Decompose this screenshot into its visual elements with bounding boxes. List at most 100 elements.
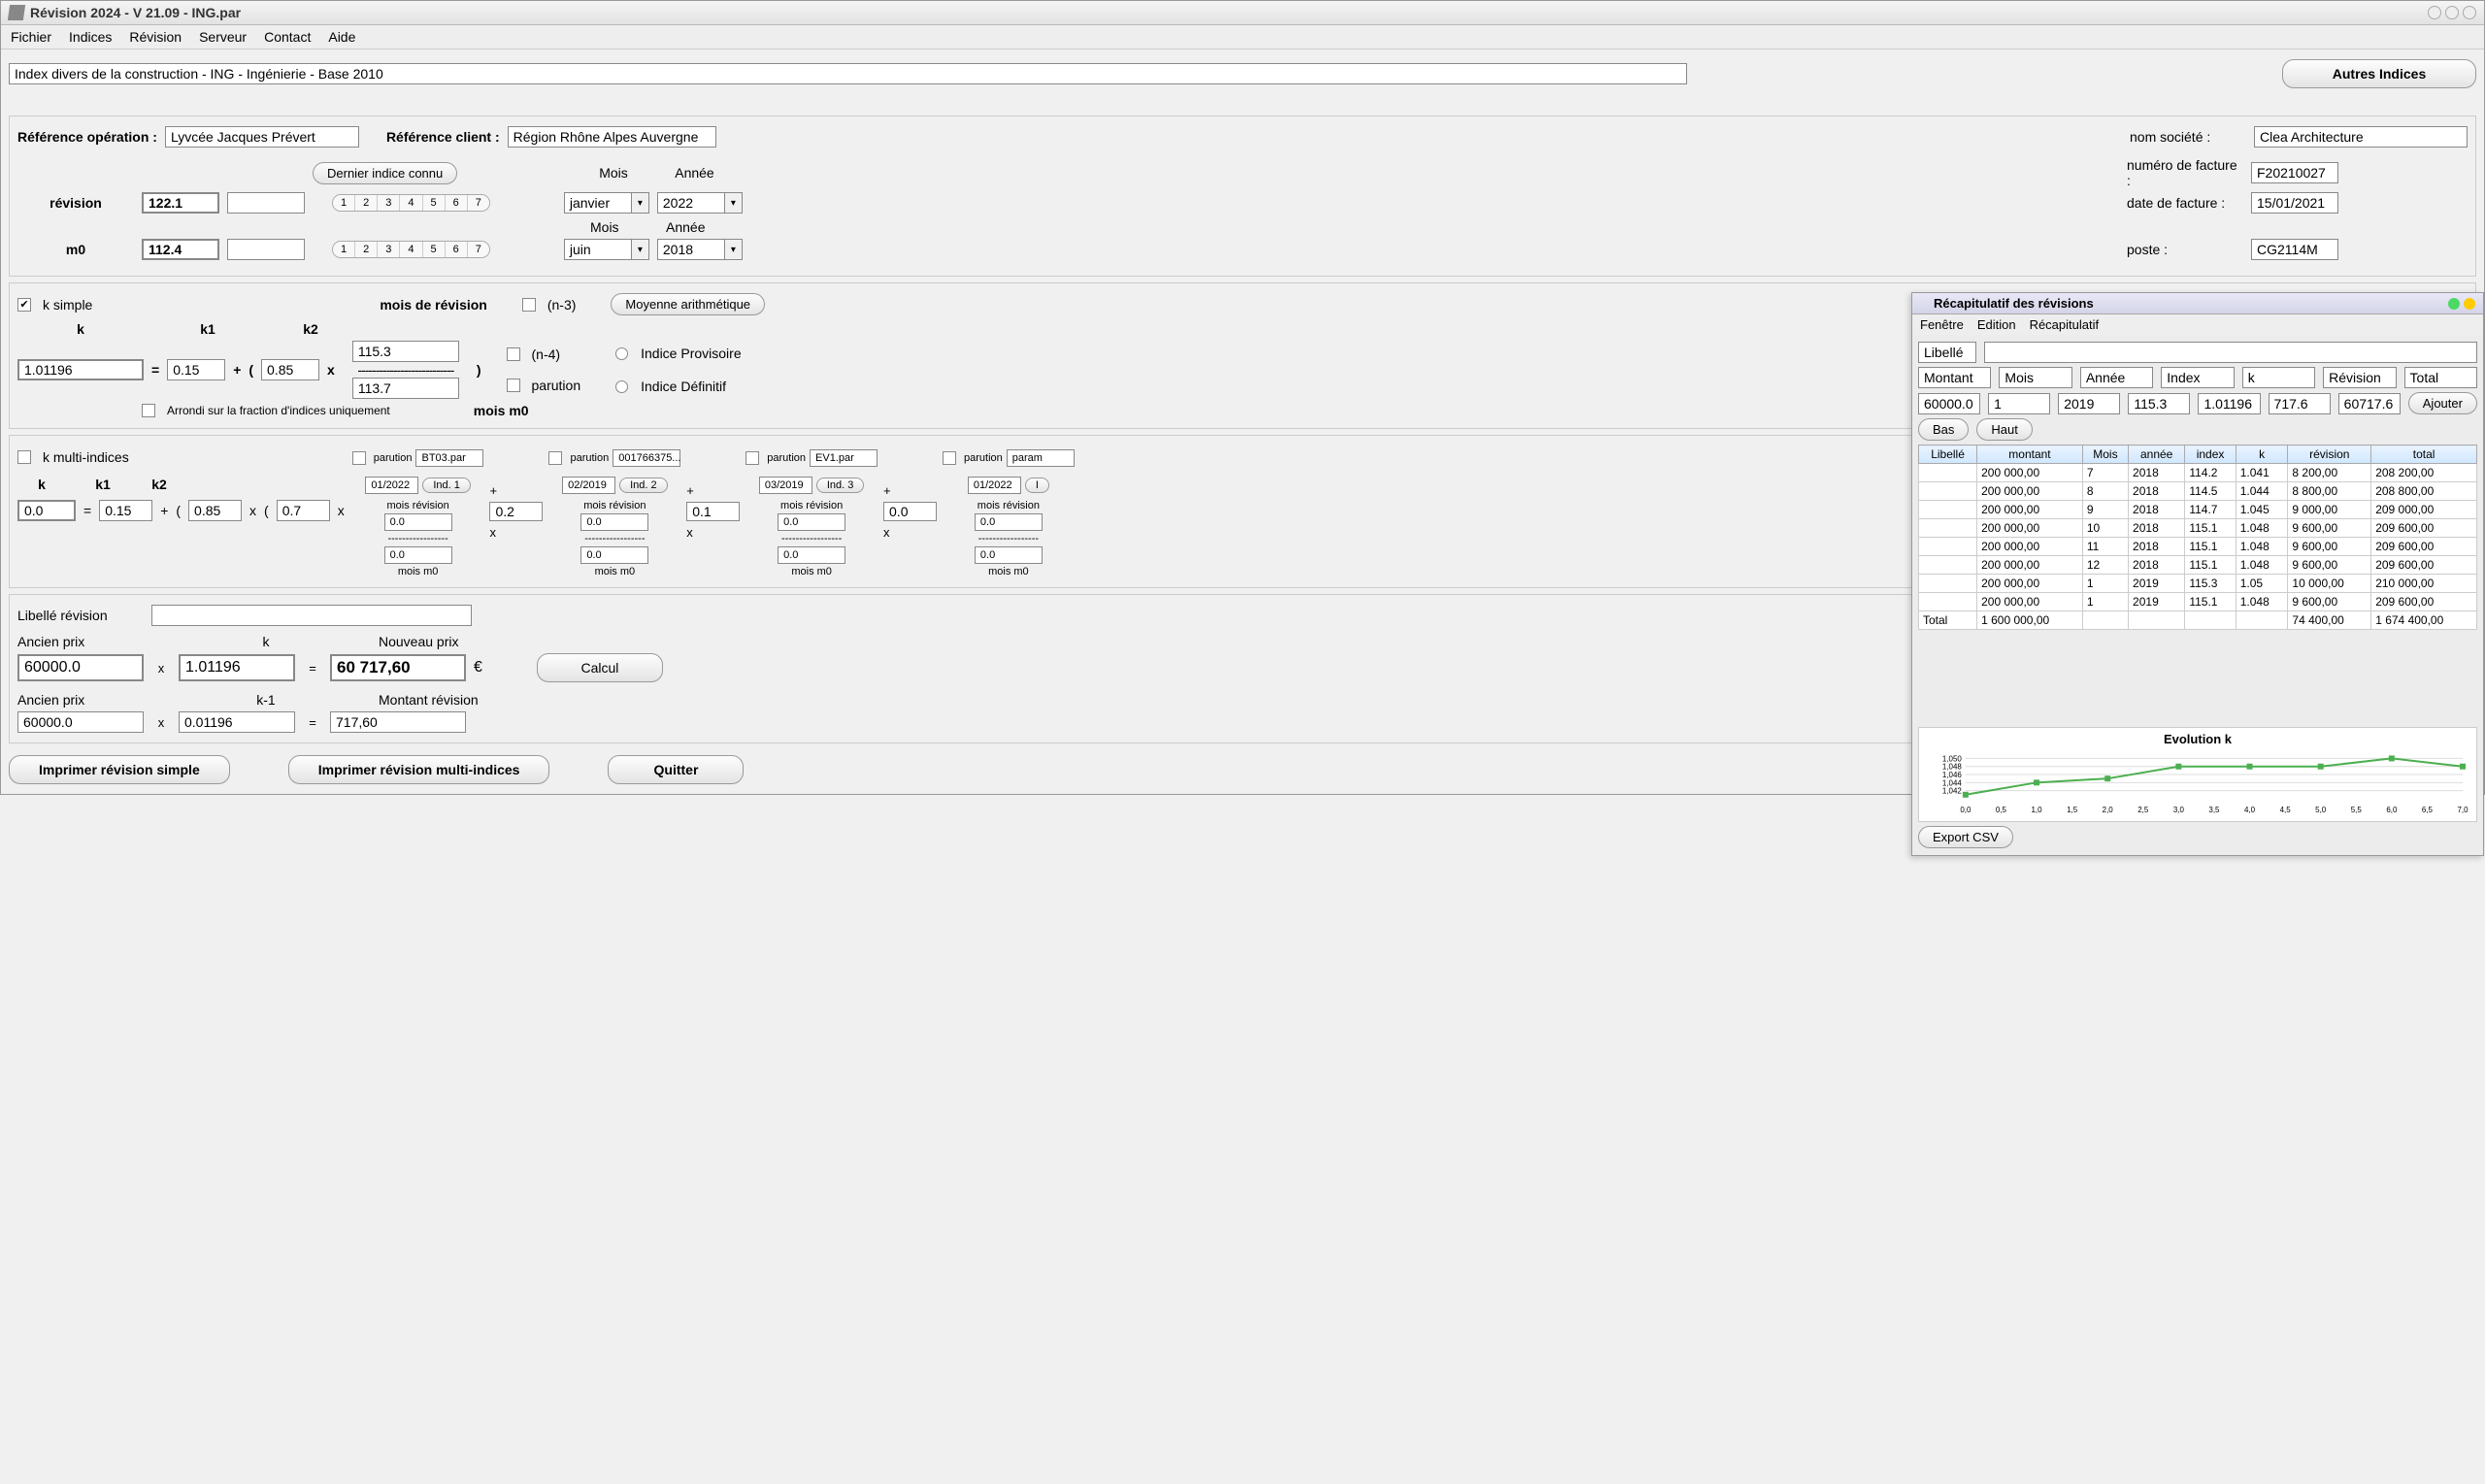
km-coef-field[interactable]: 0.7 bbox=[277, 500, 330, 521]
ref-op-field[interactable]: Lyvcée Jacques Prévert bbox=[165, 126, 359, 148]
menu-revision[interactable]: Révision bbox=[129, 29, 182, 45]
m0-value-field[interactable]: 112.4 bbox=[142, 239, 219, 260]
n3-checkbox[interactable] bbox=[522, 298, 536, 312]
pill-1[interactable]: 1 bbox=[333, 195, 355, 211]
svg-text:0,0: 0,0 bbox=[1960, 806, 1971, 814]
recap-libelle-field[interactable] bbox=[1984, 342, 2477, 363]
kmulti-parution-checkbox[interactable] bbox=[746, 451, 759, 465]
ksimple-checkbox[interactable] bbox=[17, 298, 31, 312]
bas-button[interactable]: Bas bbox=[1918, 418, 1969, 441]
pill-m0-4[interactable]: 4 bbox=[400, 242, 422, 257]
indice-def-radio[interactable] bbox=[615, 380, 628, 393]
km-k1: k1 bbox=[83, 477, 122, 492]
print-simple-button[interactable]: Imprimer révision simple bbox=[9, 755, 230, 784]
indice-prov-radio[interactable] bbox=[615, 347, 628, 360]
menu-fichier[interactable]: Fichier bbox=[11, 29, 51, 45]
ind-button[interactable]: Ind. 3 bbox=[816, 478, 865, 493]
pill-5[interactable]: 5 bbox=[423, 195, 446, 211]
autres-indices-button[interactable]: Autres Indices bbox=[2282, 59, 2476, 88]
recap-input-6[interactable]: 60717.6 bbox=[2338, 393, 2401, 414]
recap-input-3[interactable]: 115.3 bbox=[2128, 393, 2190, 414]
recap-table: LibellémontantMoisannéeindexkrévisiontot… bbox=[1918, 445, 2477, 630]
km1-field[interactable]: 0.01196 bbox=[179, 711, 295, 733]
km-k2-field[interactable]: 0.85 bbox=[188, 500, 242, 521]
nom-societe-field[interactable]: Clea Architecture bbox=[2254, 126, 2468, 148]
window-controls bbox=[2428, 6, 2476, 19]
pill-m0-2[interactable]: 2 bbox=[355, 242, 378, 257]
m0-annee-dropdown[interactable]: 2018 ▾ bbox=[657, 239, 743, 260]
print-multi-button[interactable]: Imprimer révision multi-indices bbox=[288, 755, 550, 784]
pill-7[interactable]: 7 bbox=[468, 195, 489, 211]
m0-extra-field[interactable] bbox=[227, 239, 305, 260]
recap-max-button[interactable] bbox=[2464, 298, 2475, 310]
ind-button[interactable]: Ind. 1 bbox=[422, 478, 471, 493]
pill-group-m0[interactable]: 1 2 3 4 5 6 7 bbox=[332, 241, 490, 258]
quit-button[interactable]: Quitter bbox=[608, 755, 744, 784]
pill-group-revision[interactable]: 1 2 3 4 5 6 7 bbox=[332, 194, 490, 212]
ancien-prix-field[interactable]: 60000.0 bbox=[17, 654, 144, 681]
recap-input-0[interactable]: 60000.0 bbox=[1918, 393, 1980, 414]
pill-m0-1[interactable]: 1 bbox=[333, 242, 355, 257]
ind-button[interactable]: I bbox=[1025, 478, 1049, 493]
ancien-prix2-field[interactable]: 60000.0 bbox=[17, 711, 144, 733]
pill-m0-7[interactable]: 7 bbox=[468, 242, 489, 257]
revision-annee-dropdown[interactable]: 2022 ▾ bbox=[657, 192, 743, 214]
svg-text:4,5: 4,5 bbox=[2280, 806, 2292, 814]
kmulti-parution-checkbox[interactable] bbox=[943, 451, 956, 465]
km-k1-field[interactable]: 0.15 bbox=[99, 500, 152, 521]
kmulti-parution-checkbox[interactable] bbox=[548, 451, 562, 465]
revision-mois-dropdown[interactable]: janvier ▾ bbox=[564, 192, 649, 214]
revision-extra-field[interactable] bbox=[227, 192, 305, 214]
frac-den-field[interactable]: 113.7 bbox=[352, 378, 459, 399]
recap-menu-edition[interactable]: Edition bbox=[1977, 317, 2016, 332]
recap-input-1[interactable]: 1 bbox=[1988, 393, 2050, 414]
ind-button[interactable]: Ind. 2 bbox=[619, 478, 668, 493]
n4-checkbox[interactable] bbox=[507, 347, 520, 361]
date-facture-field[interactable]: 15/01/2021 bbox=[2251, 192, 2338, 214]
haut-button[interactable]: Haut bbox=[1976, 418, 2032, 441]
km-result-field[interactable]: 0.0 bbox=[17, 500, 76, 521]
arrondi-checkbox[interactable] bbox=[142, 404, 155, 417]
menubar: Fichier Indices Révision Serveur Contact… bbox=[1, 25, 2484, 49]
kmulti-parution-checkbox[interactable] bbox=[352, 451, 366, 465]
pill-m0-5[interactable]: 5 bbox=[423, 242, 446, 257]
pill-6[interactable]: 6 bbox=[446, 195, 468, 211]
maximize-button[interactable] bbox=[2445, 6, 2459, 19]
frac-num-field[interactable]: 115.3 bbox=[352, 341, 459, 362]
pill-2[interactable]: 2 bbox=[355, 195, 378, 211]
ref-client-field[interactable]: Région Rhône Alpes Auvergne bbox=[508, 126, 716, 148]
recap-menu-recap[interactable]: Récapitulatif bbox=[2030, 317, 2100, 332]
k1-field[interactable]: 0.15 bbox=[167, 359, 225, 380]
ajouter-button[interactable]: Ajouter bbox=[2408, 392, 2477, 414]
close-button[interactable] bbox=[2463, 6, 2476, 19]
menu-contact[interactable]: Contact bbox=[264, 29, 311, 45]
parution-checkbox[interactable] bbox=[507, 379, 520, 392]
libelle-rev-field[interactable] bbox=[151, 605, 472, 626]
calc-k-field[interactable]: 1.01196 bbox=[179, 654, 295, 681]
k-value-field[interactable]: 1.01196 bbox=[17, 359, 144, 380]
recap-input-2[interactable]: 2019 bbox=[2058, 393, 2120, 414]
menu-indices[interactable]: Indices bbox=[69, 29, 112, 45]
pill-m0-6[interactable]: 6 bbox=[446, 242, 468, 257]
menu-serveur[interactable]: Serveur bbox=[199, 29, 247, 45]
pill-3[interactable]: 3 bbox=[378, 195, 400, 211]
calcul-button[interactable]: Calcul bbox=[537, 653, 663, 682]
pill-m0-3[interactable]: 3 bbox=[378, 242, 400, 257]
recap-input-4[interactable]: 1.01196 bbox=[2198, 393, 2260, 414]
k2-field[interactable]: 0.85 bbox=[261, 359, 319, 380]
recap-menu-fenetre[interactable]: Fenêtre bbox=[1920, 317, 1964, 332]
poste-field[interactable]: CG2114M bbox=[2251, 239, 2338, 260]
revision-value-field[interactable]: 122.1 bbox=[142, 192, 219, 214]
minimize-button[interactable] bbox=[2428, 6, 2441, 19]
m0-mois-dropdown[interactable]: juin ▾ bbox=[564, 239, 649, 260]
pill-4[interactable]: 4 bbox=[400, 195, 422, 211]
menu-aide[interactable]: Aide bbox=[328, 29, 355, 45]
dernier-indice-button[interactable]: Dernier indice connu bbox=[313, 162, 457, 184]
export-csv-button[interactable]: Export CSV bbox=[1918, 826, 2013, 848]
recap-input-5[interactable]: 717.6 bbox=[2269, 393, 2331, 414]
recap-min-button[interactable] bbox=[2448, 298, 2460, 310]
kmulti-checkbox[interactable] bbox=[17, 450, 31, 464]
num-facture-field[interactable]: F20210027 bbox=[2251, 162, 2338, 183]
moyenne-button[interactable]: Moyenne arithmétique bbox=[611, 293, 765, 315]
recap-header-0: Montant bbox=[1918, 367, 1991, 388]
